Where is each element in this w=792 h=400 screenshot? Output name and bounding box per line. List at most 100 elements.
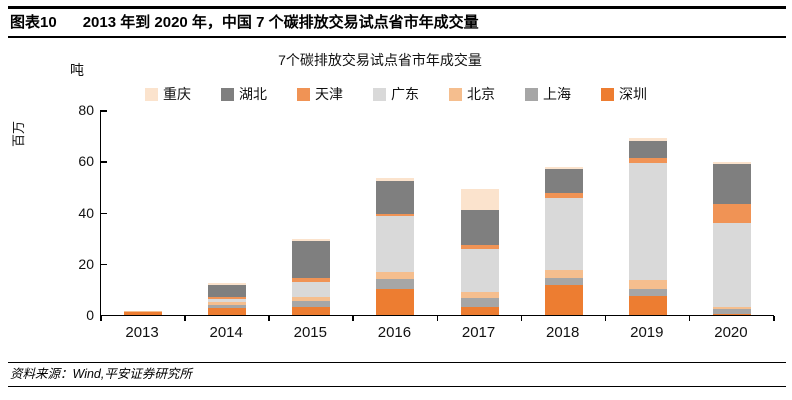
bar-segment-2019-重庆: [628, 138, 667, 141]
source-note: 资料来源：Wind,平安证券研究所: [8, 362, 786, 387]
bar-segment-2019-深圳: [628, 295, 667, 315]
bar-column-2018: [522, 110, 606, 315]
bar-segment-2018-湖北: [544, 169, 583, 194]
x-tick-label-2014: 2014: [209, 324, 243, 341]
legend-label: 天津: [315, 86, 343, 102]
y-tick-mark: [101, 110, 107, 112]
bar-segment-2020-广东: [712, 223, 751, 308]
bar-segment-2016-广东: [376, 215, 415, 272]
bar-column-2017: [438, 110, 522, 315]
bar-segment-2017-深圳: [460, 306, 499, 315]
bar-segment-2016-重庆: [376, 178, 415, 181]
x-axis-labels: 2013 2014 2015 2016 2017 2018 2019 2020: [100, 324, 773, 341]
legend-item-广东: 广东: [373, 84, 419, 104]
bar-segment-2014-重庆: [208, 283, 247, 286]
bar-segment-2016-深圳: [376, 288, 415, 315]
bar-segment-2018-重庆: [544, 167, 583, 170]
y-tick-mark: [101, 161, 107, 163]
bar-segment-2017-天津: [460, 244, 499, 249]
legend-swatch-深圳: [601, 87, 614, 101]
bar-segment-2015-深圳: [292, 306, 331, 315]
chart-area: 7个碳排放交易试点省市年成交量 重庆 湖北 天津 广东 北京 上海 深圳 吨 百万 2013…: [0, 38, 792, 358]
y-tick-mark: [101, 212, 107, 214]
x-tick-label-2019: 2019: [630, 324, 664, 341]
bar-segment-2020-天津: [712, 203, 751, 224]
bar-2020: [712, 161, 751, 315]
x-tick-mark: [184, 316, 186, 321]
legend-label: 湖北: [239, 86, 267, 102]
y-tick-label-60: 60: [78, 153, 94, 170]
bar-segment-2019-广东: [628, 162, 667, 281]
legend-swatch-天津: [297, 87, 310, 101]
bar-segment-2015-北京: [292, 297, 331, 301]
legend-label: 深圳: [619, 86, 647, 102]
x-tick-mark: [688, 316, 691, 321]
legend-swatch-广东: [373, 87, 386, 101]
legend-label: 上海: [543, 86, 571, 102]
legend-swatch-湖北: [221, 87, 234, 101]
bar-segment-2015-广东: [292, 282, 331, 298]
bar-segment-2019-天津: [628, 158, 667, 163]
bar-segment-2018-上海: [544, 277, 583, 286]
bar-segment-2014-天津: [208, 296, 247, 300]
legend-item-深圳: 深圳: [601, 84, 647, 104]
x-tick-label-2018: 2018: [546, 324, 580, 341]
bar-segment-2017-上海: [460, 298, 499, 307]
legend-label: 重庆: [163, 86, 191, 102]
bar-segment-2018-广东: [544, 198, 583, 270]
legend-swatch-北京: [449, 87, 462, 101]
bar-2015: [292, 239, 331, 315]
bar-segment-2017-北京: [460, 291, 499, 299]
legend-swatch-上海: [525, 87, 538, 101]
bar-segment-2016-湖北: [376, 180, 415, 214]
bar-segment-2015-上海: [292, 300, 331, 307]
chart-title: 7个碳排放交易试点省市年成交量: [278, 52, 482, 68]
bar-segment-2018-北京: [544, 269, 583, 278]
bar-segment-2017-重庆: [460, 188, 499, 211]
bar-column-2014: [185, 110, 269, 315]
bars: [101, 110, 774, 315]
x-tick-mark: [352, 316, 354, 321]
bar-2018: [544, 167, 583, 315]
legend-item-湖北: 湖北: [221, 84, 267, 104]
bar-segment-2016-北京: [376, 271, 415, 279]
bar-segment-2014-湖北: [208, 285, 247, 297]
bar-segment-2020-北京: [712, 307, 751, 309]
bar-segment-2020-湖北: [712, 163, 751, 204]
bar-2016: [376, 178, 415, 315]
figure-number: 图表10: [10, 14, 57, 31]
bar-segment-2014-北京: [208, 301, 247, 306]
y-tick-label-40: 40: [78, 204, 94, 221]
figure-title: 2013 年到 2020 年，中国 7 个碳排放交易试点省市年成交量: [82, 14, 479, 31]
bar-segment-2017-湖北: [460, 210, 499, 245]
bar-column-2013: [101, 110, 185, 315]
y-axis-title: 百万: [11, 121, 26, 148]
legend-item-天津: 天津: [297, 84, 343, 104]
legend: 重庆 湖北 天津 广东 北京 上海 深圳: [0, 84, 792, 104]
legend-label: 广东: [391, 86, 419, 102]
x-tick-mark: [773, 316, 775, 321]
legend-item-上海: 上海: [525, 84, 571, 104]
bar-column-2016: [353, 110, 437, 315]
x-tick-label-2013: 2013: [125, 324, 159, 341]
x-tick-mark: [268, 316, 270, 321]
bar-column-2020: [690, 110, 774, 315]
legend-item-北京: 北京: [449, 84, 495, 104]
figure-header: 图表10 2013 年到 2020 年，中国 7 个碳排放交易试点省市年成交量: [8, 6, 786, 38]
bar-segment-2014-深圳: [208, 308, 247, 315]
bar-segment-2014-上海: [208, 305, 247, 309]
x-tick-label-2016: 2016: [377, 324, 412, 341]
y-axis-unit-label: 吨: [70, 62, 84, 78]
bar-2017: [460, 188, 499, 315]
x-tick-label-2015: 2015: [293, 324, 327, 341]
bar-segment-2016-上海: [376, 278, 415, 289]
source-note-text: 资料来源：Wind,平安证券研究所: [10, 367, 192, 381]
y-tick-mark: [101, 263, 107, 266]
bar-2014: [208, 283, 247, 315]
bar-segment-2018-深圳: [544, 285, 583, 315]
bar-segment-2020-重庆: [712, 161, 751, 164]
x-tick-mark: [604, 316, 607, 321]
bar-2019: [628, 138, 667, 315]
y-tick-label-80: 80: [78, 102, 94, 118]
bar-column-2019: [606, 110, 690, 315]
